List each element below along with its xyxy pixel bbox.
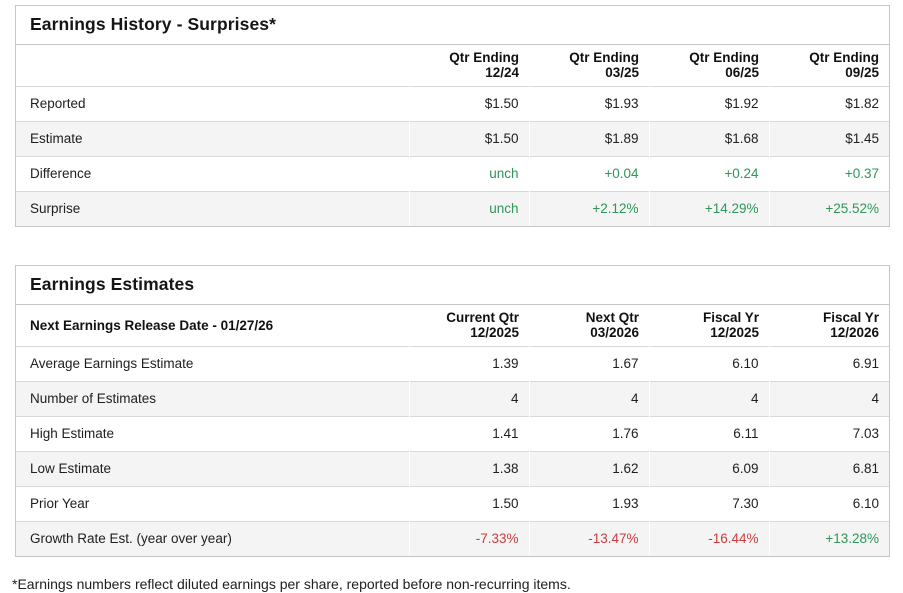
table-row: High Estimate 1.41 1.76 6.11 7.03 bbox=[16, 416, 889, 452]
row-label: High Estimate bbox=[30, 426, 115, 441]
table-row: Average Earnings Estimate 1.39 1.67 6.10 6.9… bbox=[16, 346, 889, 382]
cell-value: $1.50 bbox=[408, 121, 529, 157]
cell-value: unch bbox=[408, 191, 529, 226]
cell-value: -7.33% bbox=[408, 521, 529, 556]
row-label: Growth Rate Est. (year over year) bbox=[30, 531, 232, 546]
column-header: Fiscal Yr 12/2026 bbox=[822, 310, 879, 340]
cell-value: $1.89 bbox=[528, 121, 649, 157]
column-header: Qtr Ending 03/25 bbox=[569, 50, 639, 80]
cell-value: $1.68 bbox=[648, 121, 769, 157]
header-row: Next Earnings Release Date - 01/27/26 Cur… bbox=[16, 305, 889, 347]
cell-value: 1.76 bbox=[528, 416, 649, 452]
cell-value: +25.52% bbox=[768, 191, 889, 226]
table-row: Prior Year 1.50 1.93 7.30 6.10 bbox=[16, 486, 889, 522]
cell-value: 7.30 bbox=[648, 486, 769, 522]
cell-value: 6.91 bbox=[768, 346, 889, 382]
cell-value: +2.12% bbox=[528, 191, 649, 226]
row-label: Average Earnings Estimate bbox=[30, 356, 194, 371]
cell-value: unch bbox=[408, 156, 529, 192]
earnings-history-title: Earnings History - Surprises* bbox=[16, 6, 889, 45]
cell-value: +0.37 bbox=[768, 156, 889, 192]
cell-value: 6.81 bbox=[768, 451, 889, 487]
cell-value: 6.10 bbox=[648, 346, 769, 382]
column-header: Current Qtr 12/2025 bbox=[446, 310, 519, 340]
cell-value: 7.03 bbox=[768, 416, 889, 452]
table-row: Surprise unch +2.12% +14.29% +25.52% bbox=[16, 191, 889, 226]
table-row: Low Estimate 1.38 1.62 6.09 6.81 bbox=[16, 451, 889, 487]
cell-value: -16.44% bbox=[648, 521, 769, 556]
cell-value: 4 bbox=[648, 381, 769, 417]
row-label: Reported bbox=[30, 96, 86, 111]
cell-value: +0.24 bbox=[648, 156, 769, 192]
cell-value: 1.41 bbox=[408, 416, 529, 452]
cell-value: 6.09 bbox=[648, 451, 769, 487]
column-header: Qtr Ending 12/24 bbox=[449, 50, 519, 80]
row-label: Estimate bbox=[30, 131, 83, 146]
header-row-label: Next Earnings Release Date - 01/27/26 bbox=[30, 317, 274, 333]
cell-value: $1.50 bbox=[408, 86, 529, 122]
cell-value: 6.11 bbox=[648, 416, 769, 452]
cell-value: $1.92 bbox=[648, 86, 769, 122]
table-row: Estimate $1.50 $1.89 $1.68 $1.45 bbox=[16, 121, 889, 157]
row-label: Surprise bbox=[30, 201, 81, 216]
cell-value: 6.10 bbox=[768, 486, 889, 522]
table-row: Reported $1.50 $1.93 $1.92 $1.82 bbox=[16, 86, 889, 122]
cell-value: 4 bbox=[528, 381, 649, 417]
row-label: Difference bbox=[30, 166, 92, 181]
cell-value: 1.38 bbox=[408, 451, 529, 487]
earnings-estimates-table: Next Earnings Release Date - 01/27/26 Cur… bbox=[16, 305, 889, 556]
header-row-label bbox=[16, 45, 409, 87]
header-row: Qtr Ending 12/24 Qtr Ending 03/25 Qtr Endi… bbox=[16, 45, 889, 87]
cell-value: 1.39 bbox=[408, 346, 529, 382]
table-row: Growth Rate Est. (year over year) -7.33% -… bbox=[16, 521, 889, 556]
earnings-estimates-card: Earnings Estimates Next Earnings Release… bbox=[15, 265, 890, 557]
row-label: Number of Estimates bbox=[30, 391, 157, 406]
cell-value: $1.45 bbox=[768, 121, 889, 157]
cell-value: $1.93 bbox=[528, 86, 649, 122]
row-label: Prior Year bbox=[30, 496, 90, 511]
column-header: Fiscal Yr 12/2025 bbox=[702, 310, 759, 340]
cell-value: 4 bbox=[408, 381, 529, 417]
cell-value: 1.50 bbox=[408, 486, 529, 522]
earnings-history-table: Qtr Ending 12/24 Qtr Ending 03/25 Qtr Endi… bbox=[16, 45, 889, 226]
earnings-estimates-title: Earnings Estimates bbox=[16, 266, 889, 305]
cell-value: 1.62 bbox=[528, 451, 649, 487]
table-row: Difference unch +0.04 +0.24 +0.37 bbox=[16, 156, 889, 192]
column-header: Next Qtr 03/2026 bbox=[585, 310, 639, 340]
column-header: Qtr Ending 09/25 bbox=[809, 50, 879, 80]
cell-value: +14.29% bbox=[648, 191, 769, 226]
cell-value: $1.82 bbox=[768, 86, 889, 122]
row-label: Low Estimate bbox=[30, 461, 112, 476]
table-row: Number of Estimates 4 4 4 4 bbox=[16, 381, 889, 417]
footnote: *Earnings numbers reflect diluted earnin… bbox=[12, 576, 571, 592]
cell-value: +0.04 bbox=[528, 156, 649, 192]
cell-value: 1.93 bbox=[528, 486, 649, 522]
cell-value: +13.28% bbox=[768, 521, 889, 556]
column-header: Qtr Ending 06/25 bbox=[689, 50, 759, 80]
earnings-history-card: Earnings History - Surprises* Qtr Ending… bbox=[15, 5, 890, 227]
cell-value: 4 bbox=[768, 381, 889, 417]
cell-value: 1.67 bbox=[528, 346, 649, 382]
cell-value: -13.47% bbox=[528, 521, 649, 556]
